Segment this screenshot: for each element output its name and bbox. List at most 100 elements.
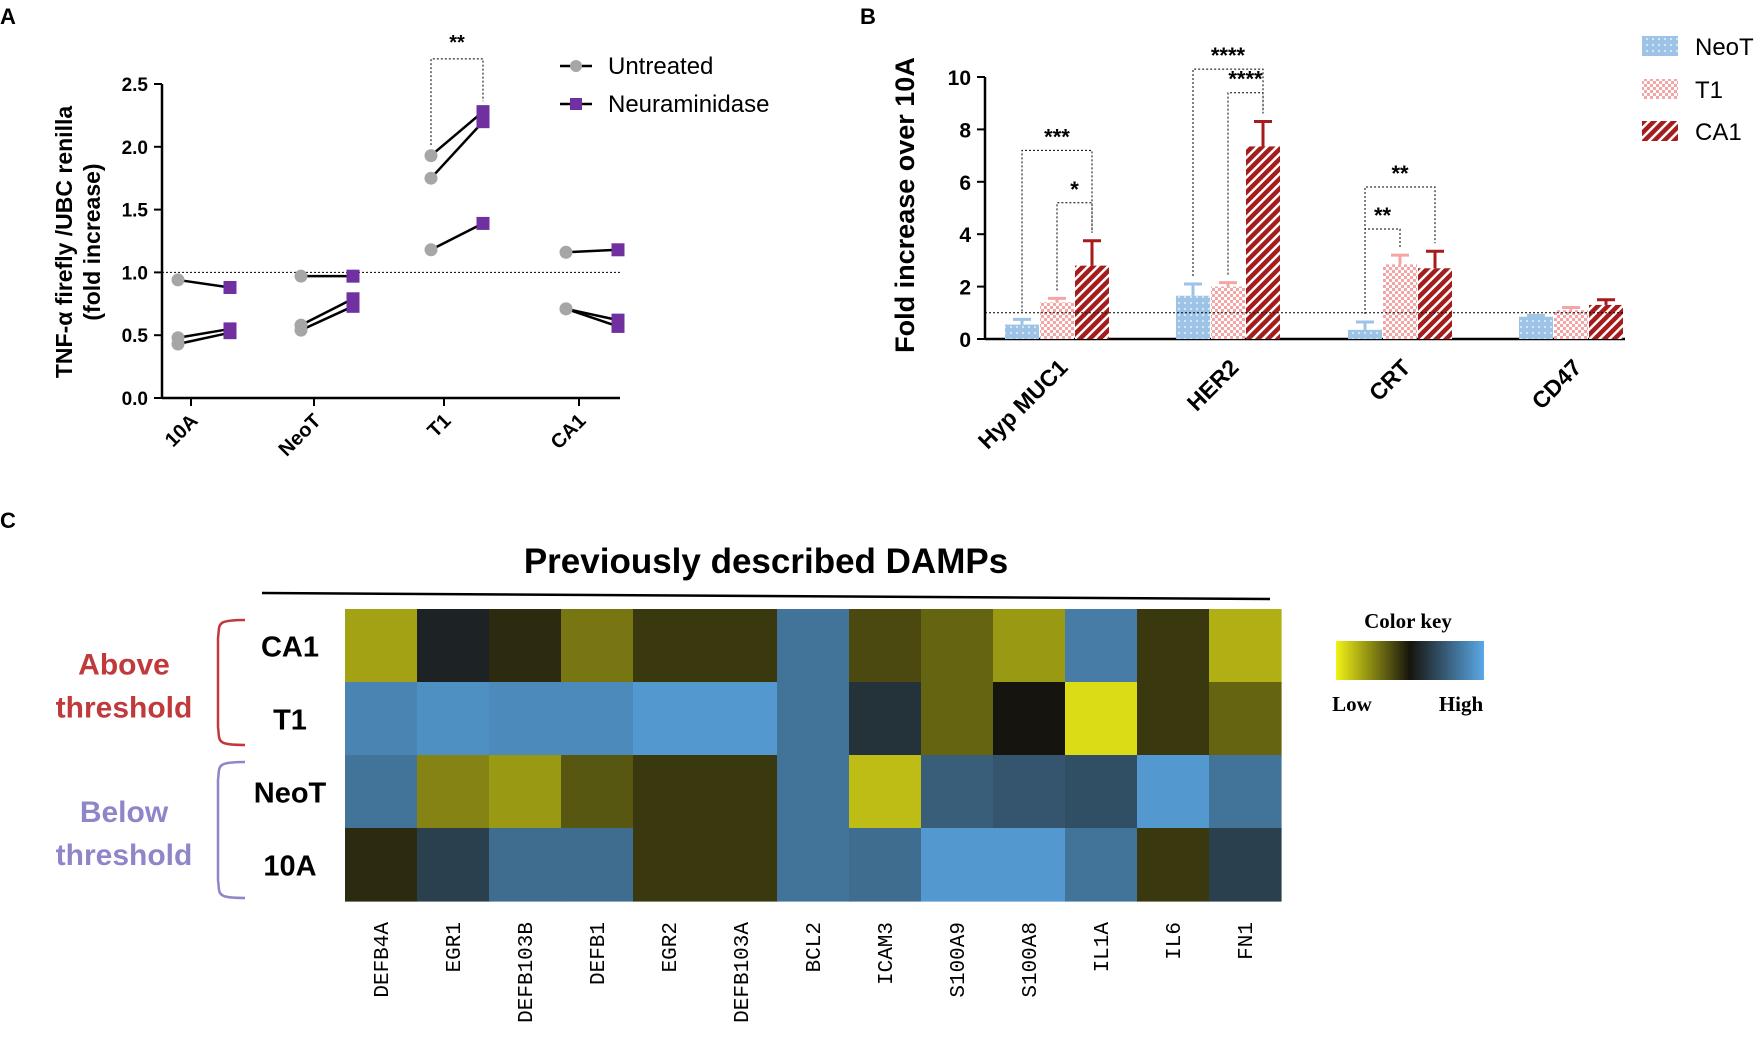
a-point-neuraminidase [611, 319, 625, 333]
panel-a-letter: A [0, 4, 16, 29]
heatmap-cell-10a-il6 [1137, 828, 1210, 902]
a-y-tick-label: 0.0 [122, 389, 148, 410]
heatmap-cell-t1-defb4a [345, 682, 418, 756]
a-y-tick-label: 0.5 [122, 326, 149, 347]
a-y-tick-label: 2.0 [122, 138, 148, 159]
heatmap-cell-t1-il6 [1137, 682, 1210, 756]
b-bar-neot-cd47 [1519, 316, 1553, 339]
heatmap-cell-ca1-egr2 [633, 609, 706, 683]
heatmap-cell-10a-defb1 [561, 828, 634, 902]
b-bar-t1-crt [1383, 264, 1417, 339]
b-y-tick-label: 0 [959, 329, 971, 352]
a-point-untreated [559, 245, 573, 259]
a-x-tick-label-neot: NeoT [275, 410, 326, 461]
heatmap-cell-neot-defb4a [345, 755, 418, 829]
heatmap-cell-neot-egr2 [633, 755, 706, 829]
b-bar-neot-crt [1348, 329, 1382, 339]
a-point-neuraminidase [611, 243, 625, 257]
heatmap-cell-10a-bcl2 [777, 828, 850, 902]
heatmap-cell-t1-bcl2 [777, 682, 850, 756]
heatmap-cell-neot-fn1 [1209, 755, 1282, 829]
b-significance-label: **** [1211, 43, 1246, 68]
heatmap-cell-neot-il1a [1065, 755, 1138, 829]
panel-a-y-label-line1: TNF-α firefly /UBC renilla [51, 106, 77, 378]
panel-a: A TNF-α firefly /UBC renilla (fold incre… [0, 4, 769, 461]
legend-untreated-marker [570, 60, 582, 72]
a-pair-line [430, 110, 484, 157]
b-bar-ca1-her2 [1246, 146, 1280, 339]
a-pair-line [300, 305, 354, 332]
heatmap-cell-ca1-s100a8 [993, 609, 1066, 683]
panel-a-axes [160, 84, 620, 400]
a-point-untreated [294, 323, 308, 337]
b-bar-ca1-crt [1418, 268, 1452, 339]
heatmap-cell-t1-s100a8 [993, 682, 1066, 756]
heatmap-cell-neot-defb103b [489, 755, 562, 829]
b-significance-label: * [1070, 177, 1079, 202]
color-key-high-label: High [1439, 692, 1484, 716]
heatmap-cell-neot-bcl2 [777, 755, 850, 829]
heatmap-cell-10a-icam3 [849, 828, 922, 902]
a-pair-line [177, 327, 231, 339]
panel-c-letter: C [0, 508, 16, 533]
heatmap-column-label-egr1: EGR1 [444, 922, 467, 972]
a-significance-bracket [430, 58, 484, 146]
a-point-untreated [171, 273, 185, 287]
heatmap-row-label-ca1: CA1 [261, 632, 319, 664]
legend-t1-swatch [1642, 79, 1678, 99]
heatmap-cell-neot-defb1 [561, 755, 634, 829]
heatmap-column-label-defb4a: DEFB4A [372, 922, 395, 998]
b-bar-t1-hyp-muc1 [1040, 302, 1074, 339]
color-key: Color key Low High [1332, 609, 1484, 716]
b-y-tick-label: 4 [959, 224, 971, 247]
a-point-neuraminidase [223, 326, 237, 340]
heatmap-column-label-defb103b: DEFB103B [516, 922, 539, 1023]
panel-b-categories: Hyp MUC1 HER2 CRT CD47 [973, 354, 1587, 454]
b-significance-bracket [1364, 228, 1401, 314]
b-bar-t1-her2 [1211, 286, 1245, 339]
heatmap-cells [345, 609, 1282, 902]
b-significance-label: **** [1228, 67, 1263, 92]
heatmap-cell-ca1-bcl2 [777, 609, 850, 683]
a-pair-line [430, 120, 484, 180]
heatmap-cell-10a-defb4a [345, 828, 418, 902]
panel-b-legend: NeoT T1 CA1 [1642, 34, 1754, 146]
heatmap-cell-10a-egr2 [633, 828, 706, 902]
a-pair-line [300, 297, 354, 327]
a-point-neuraminidase [223, 280, 237, 294]
a-pair-line [430, 222, 484, 251]
a-x-tick-label-ca1: CA1 [547, 410, 591, 454]
legend-neot-swatch [1642, 36, 1678, 56]
heatmap-cell-neot-il6 [1137, 755, 1210, 829]
heatmap-cell-ca1-icam3 [849, 609, 922, 683]
panel-b-letter: B [860, 4, 876, 29]
heatmap-cell-ca1-defb1 [561, 609, 634, 683]
b-significance-bracket [1364, 186, 1436, 314]
heatmap-cell-ca1-defb4a [345, 609, 418, 683]
b-y-tick-label: 8 [959, 119, 971, 142]
panel-c-title-rule [261, 591, 1271, 601]
panel-b-y-axis-label: Fold increase over 10A [890, 57, 920, 353]
heatmap-cell-ca1-egr1 [417, 609, 490, 683]
panel-c: C Previously described DAMPs CA1 T1 NeoT 10… [0, 508, 1484, 1023]
heatmap-cell-ca1-fn1 [1209, 609, 1282, 683]
legend-ca1-label: CA1 [1695, 119, 1742, 146]
panel-a-marks [171, 105, 625, 351]
a-point-untreated [559, 302, 573, 316]
a-pair-line [565, 307, 619, 328]
a-point-untreated [424, 171, 438, 185]
b-y-tick-label: 10 [948, 67, 971, 90]
heatmap-cell-10a-s100a8 [993, 828, 1066, 902]
heatmap-cell-ca1-il1a [1065, 609, 1138, 683]
heatmap-cell-10a-egr1 [417, 828, 490, 902]
a-point-neuraminidase [476, 216, 490, 230]
heatmap-column-label-il6: IL6 [1164, 922, 1187, 960]
heatmap-column-label-defb1: DEFB1 [588, 922, 611, 985]
heatmap-cell-10a-fn1 [1209, 828, 1282, 902]
a-pair-line [565, 248, 619, 254]
heatmap-cell-ca1-s100a9 [921, 609, 994, 683]
color-key-low-label: Low [1332, 692, 1373, 716]
group-bracket-below [216, 760, 246, 900]
b-x-tick-label-hyp-muc1: Hyp MUC1 [973, 354, 1073, 454]
